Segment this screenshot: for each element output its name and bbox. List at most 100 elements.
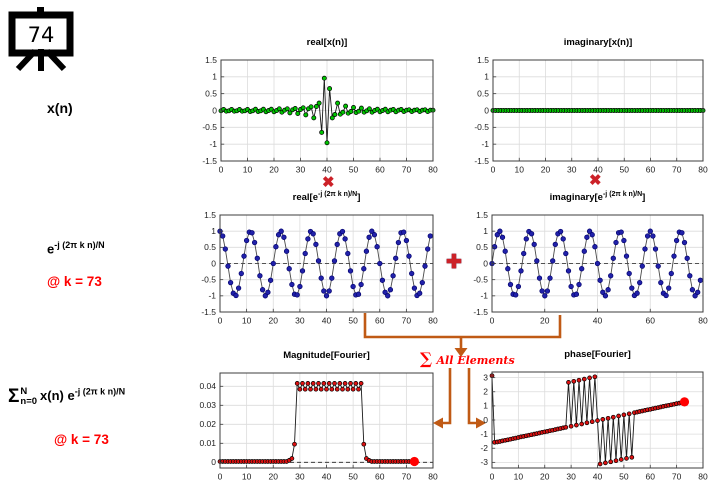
svg-text:2: 2 — [483, 387, 488, 397]
svg-text:-1: -1 — [480, 291, 488, 301]
svg-text:1.5: 1.5 — [205, 55, 217, 65]
svg-text:40: 40 — [322, 165, 332, 175]
svg-text:1.5: 1.5 — [476, 210, 488, 220]
svg-text:50: 50 — [619, 472, 629, 482]
sum-all-sigma: ∑ — [420, 349, 433, 368]
svg-text:0: 0 — [491, 165, 496, 175]
svg-text:0.5: 0.5 — [477, 89, 489, 99]
plus-icon: ✚ — [446, 252, 462, 273]
svg-text:0: 0 — [483, 258, 488, 268]
svg-text:0.5: 0.5 — [204, 242, 216, 252]
svg-text:20: 20 — [540, 472, 550, 482]
slide-number: 74 — [28, 23, 55, 47]
svg-text:0: 0 — [218, 316, 223, 326]
plot-phase-fourier: phase[Fourier] 0 10 20 30 40 50 60 70 80 -3 -2 -1 0 1… — [456, 348, 713, 486]
svg-text:-1.5: -1.5 — [474, 156, 489, 166]
exp-sup: -j (2π k n)/N — [54, 240, 105, 250]
svg-text:-2: -2 — [480, 443, 488, 453]
sigma-lower: n=0 — [20, 396, 38, 407]
svg-text:70: 70 — [402, 165, 412, 175]
svg-text:50: 50 — [620, 165, 630, 175]
svg-text:70: 70 — [672, 165, 682, 175]
easel-leg-right — [44, 48, 67, 72]
svg-text:30: 30 — [296, 165, 306, 175]
plot-title-real-exponential: real[e-j (2π k n)/N] — [292, 191, 361, 204]
svg-text:80: 80 — [428, 316, 438, 326]
svg-text:0.02: 0.02 — [199, 419, 216, 429]
svg-text:-1.5: -1.5 — [473, 307, 488, 317]
svg-text:80: 80 — [698, 316, 708, 326]
svg-text:80: 80 — [698, 472, 708, 482]
chart-canvas-real-exponential: 0 10 20 30 40 50 60 70 80 -1.5 -1 -0.5 0 0.5 1 1.5 — [201, 210, 438, 326]
svg-text:20: 20 — [540, 316, 550, 326]
svg-text:0.5: 0.5 — [476, 242, 488, 252]
svg-text:0: 0 — [218, 472, 223, 482]
multiply-icon-left: ✖ — [322, 174, 335, 191]
svg-text:0: 0 — [483, 415, 488, 425]
svg-text:80: 80 — [428, 165, 438, 175]
svg-text:70: 70 — [402, 316, 412, 326]
svg-text:70: 70 — [402, 472, 412, 482]
svg-text:20: 20 — [269, 165, 279, 175]
plot-title-magnitude-fourier: Magnitude[Fourier] — [283, 350, 370, 362]
svg-text:0: 0 — [212, 105, 217, 115]
svg-text:20: 20 — [541, 165, 551, 175]
at-k-label-1: @ k = 73 — [47, 274, 102, 289]
svg-text:1: 1 — [211, 226, 216, 236]
sum-all-text: All Elements — [436, 354, 515, 367]
sum-body: x(n) e — [40, 388, 75, 403]
plot-title-imaginary-xn: imaginary[x(n)] — [563, 37, 633, 49]
svg-text:10: 10 — [243, 165, 253, 175]
svg-text:50: 50 — [349, 165, 359, 175]
svg-text:1: 1 — [484, 72, 489, 82]
svg-text:10: 10 — [515, 165, 525, 175]
svg-text:0: 0 — [484, 105, 489, 115]
svg-text:60: 60 — [375, 165, 385, 175]
svg-text:40: 40 — [593, 316, 603, 326]
exp-base: e — [47, 241, 55, 257]
svg-text:0: 0 — [490, 316, 495, 326]
signal-label: x(n) — [47, 100, 73, 116]
at-k-label-2: @ k = 73 — [54, 432, 109, 447]
svg-text:0: 0 — [490, 472, 495, 482]
svg-text:-1: -1 — [481, 139, 489, 149]
svg-text:20: 20 — [269, 316, 279, 326]
svg-text:1: 1 — [483, 226, 488, 236]
svg-text:10: 10 — [514, 472, 524, 482]
svg-text:20: 20 — [269, 472, 279, 482]
svg-text:1: 1 — [483, 401, 488, 411]
svg-text:30: 30 — [295, 472, 305, 482]
svg-text:60: 60 — [375, 316, 385, 326]
plot-magnitude-fourier: Magnitude[Fourier] 0 10 20 30 40 50 60 70 80 0 0.0… — [184, 349, 445, 486]
svg-text:0.01: 0.01 — [199, 438, 216, 448]
sigma-upper: N — [20, 386, 28, 398]
plot-real-exponential: real[e-j (2π k n)/N] 0 10 20 30 40 50 60 70 80 -1… — [184, 191, 445, 330]
svg-text:60: 60 — [646, 316, 656, 326]
plot-imaginary-exponential: imaginary[e-j (2π k n)/N] 0 20 40 60 80 -1.5 -… — [456, 191, 713, 330]
chart-canvas-magnitude-fourier: 0 10 20 30 40 50 60 70 80 0 0.01 0.02 0.03 0.04 — [199, 372, 438, 482]
svg-text:60: 60 — [646, 472, 656, 482]
svg-text:0.5: 0.5 — [205, 89, 217, 99]
plot-title-phase-fourier: phase[Fourier] — [564, 349, 631, 361]
svg-text:80: 80 — [698, 165, 708, 175]
plot-real-xn: real[x(n)] 0 10 20 30 40 50 60 70 80 -1.5 -1 -0.5 0 0… — [185, 36, 445, 179]
plot-imaginary-xn: imaginary[x(n)] 0 10 20 30 40 50 60 70 80 -1.5 -1-… — [457, 36, 713, 179]
easel-leg-left — [15, 48, 38, 72]
svg-text:1.5: 1.5 — [477, 55, 489, 65]
svg-text:80: 80 — [428, 472, 438, 482]
sum-exp-sup: -j (2π k n)/N — [74, 386, 126, 397]
svg-text:10: 10 — [242, 472, 252, 482]
svg-text:0.03: 0.03 — [199, 400, 216, 410]
exponential-formula: e-j (2π k n)/N — [47, 240, 105, 256]
svg-text:30: 30 — [567, 165, 577, 175]
svg-text:30: 30 — [566, 472, 576, 482]
svg-text:10: 10 — [242, 316, 252, 326]
svg-text:0.04: 0.04 — [199, 381, 216, 391]
svg-text:3: 3 — [483, 372, 488, 382]
easel-knob — [37, 7, 44, 15]
svg-text:-0.5: -0.5 — [201, 275, 216, 285]
svg-text:0: 0 — [219, 165, 224, 175]
chart-canvas-phase-fourier: 0 10 20 30 40 50 60 70 80 -3 -2 -1 0 1 2 3 — [480, 371, 708, 482]
